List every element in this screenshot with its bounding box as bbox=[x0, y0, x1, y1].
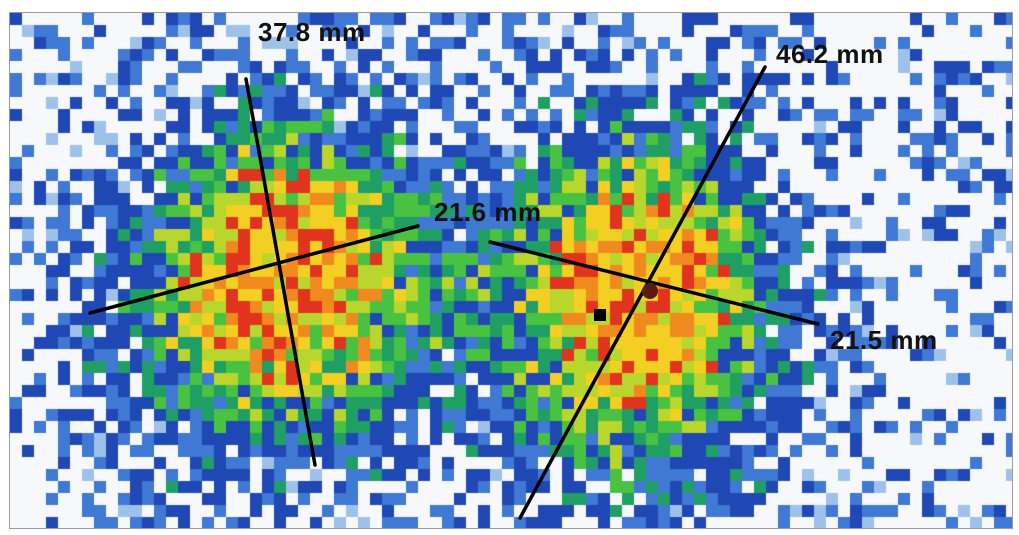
measurement-overlay bbox=[88, 65, 820, 520]
left-long-axis-label: 37.8 mm bbox=[258, 17, 366, 47]
intersection-dot bbox=[642, 283, 658, 299]
right-long-axis-label: 46.2 mm bbox=[776, 39, 884, 69]
left-short-axis-label: 21.6 mm bbox=[434, 197, 542, 227]
right-short-axis-label: 21.5 mm bbox=[830, 325, 938, 355]
left-short-axis-line bbox=[88, 224, 420, 315]
right-short-axis-line bbox=[488, 240, 820, 326]
marker-square bbox=[594, 309, 606, 321]
left-long-axis-line bbox=[244, 77, 317, 467]
scintigraphy-image: 37.8 mm 21.6 mm 46.2 mm 21.5 mm bbox=[9, 12, 1013, 529]
heatmap-canvas bbox=[10, 13, 1012, 528]
